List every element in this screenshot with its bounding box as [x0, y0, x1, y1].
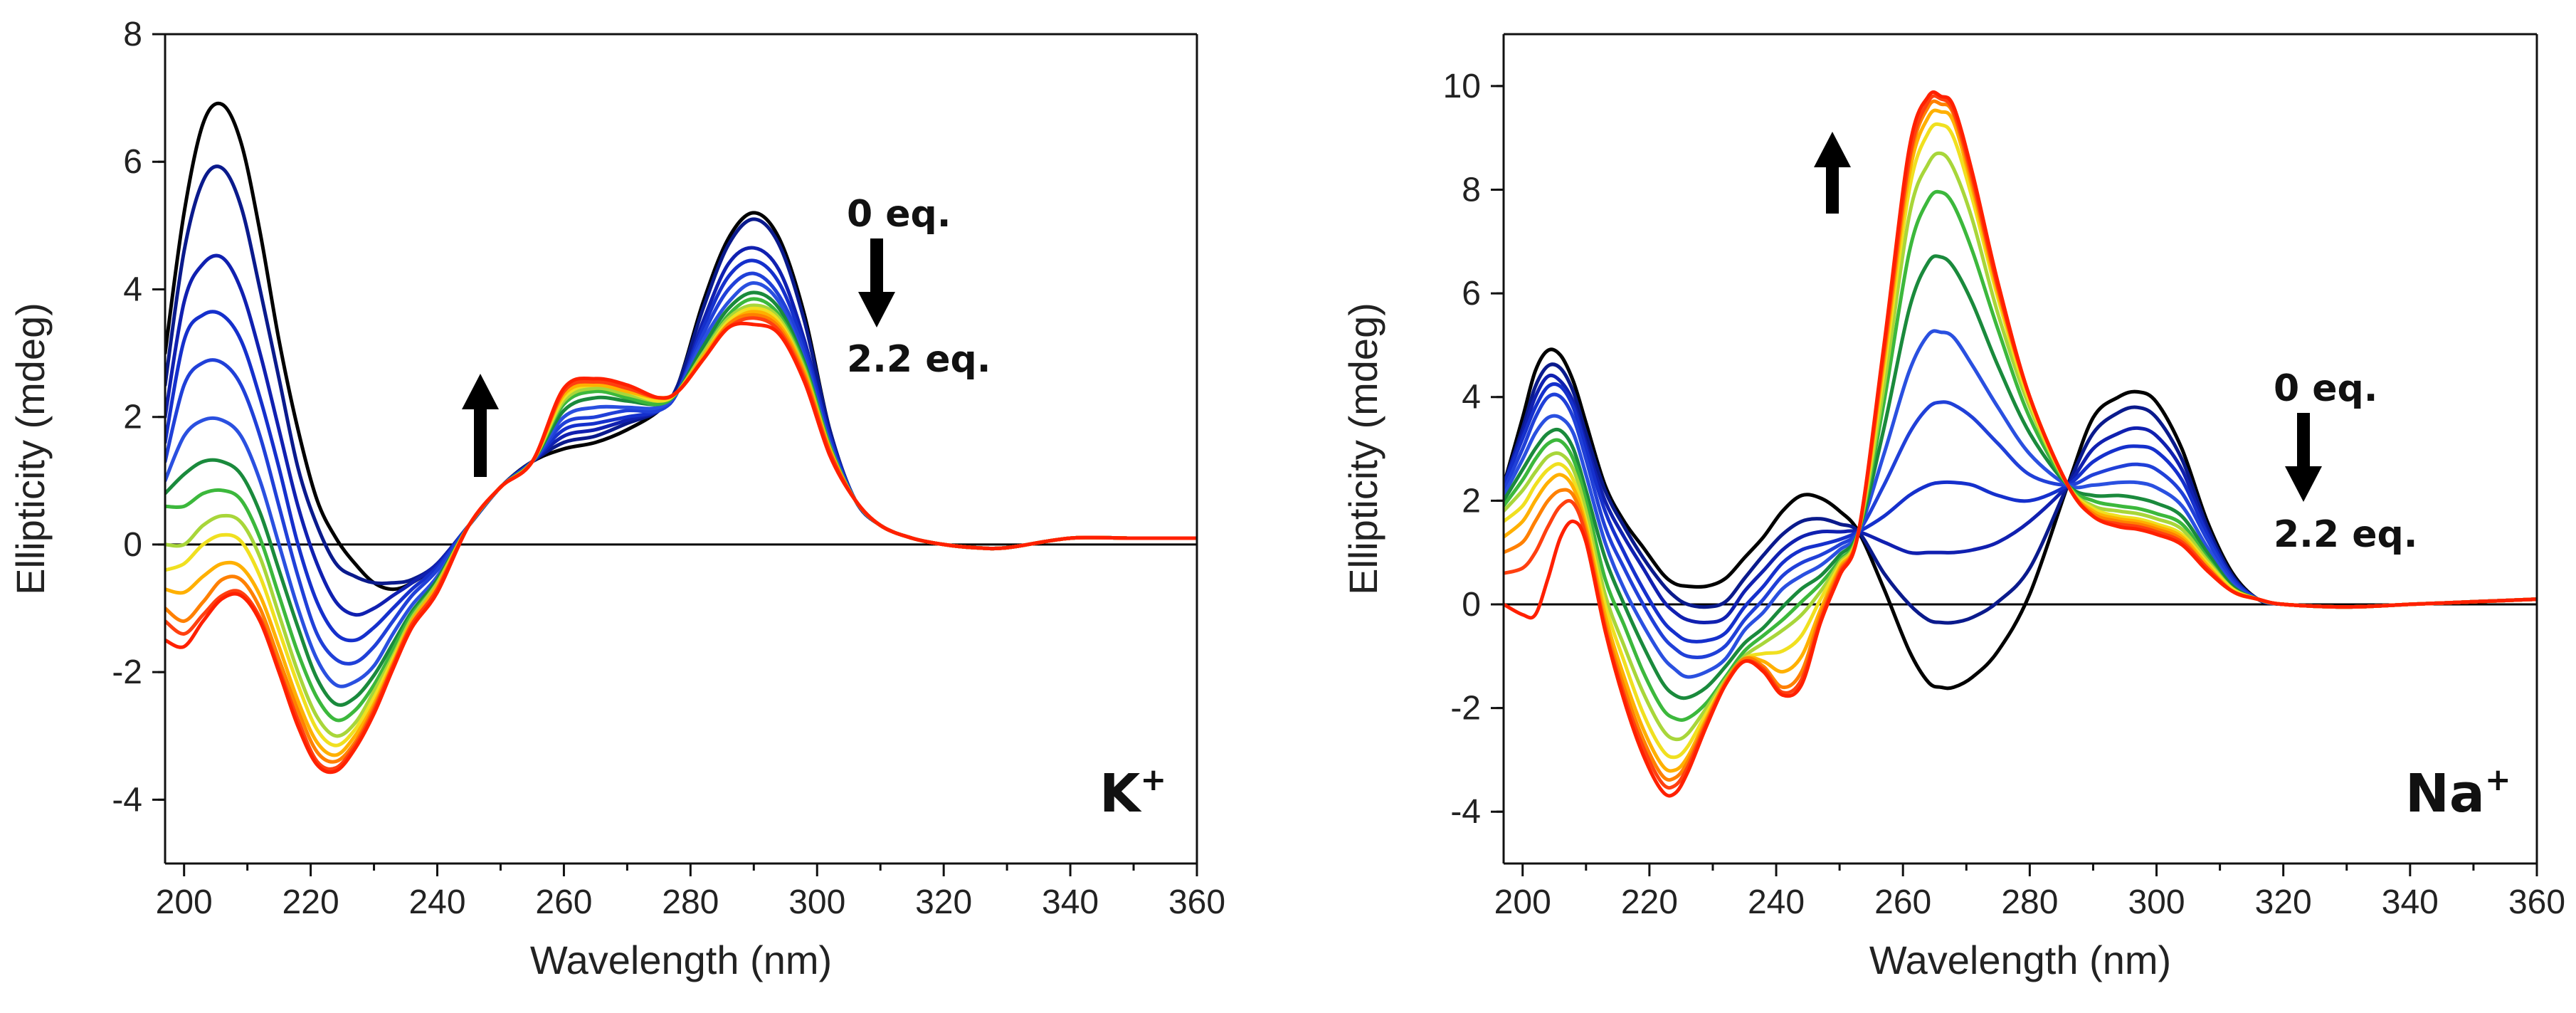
y-tick-label: 4 — [1462, 379, 1481, 416]
x-tick-label: 320 — [915, 883, 972, 921]
panel-na-plus: 200 220 240 260 280 300 320 340 360 -4 -2 0 2 4 6 8 10 Wa… — [1341, 33, 2565, 982]
x-tick-label: 220 — [283, 883, 339, 921]
y-axis-title: Ellipticity (mdeg) — [8, 303, 53, 595]
y-tick-label: 10 — [1443, 68, 1481, 105]
series-group — [165, 101, 1197, 775]
up-arrow-icon — [462, 374, 499, 409]
x-tick-label: 240 — [1748, 883, 1805, 921]
x-tick-label: 280 — [662, 883, 719, 921]
series-line — [165, 321, 1197, 775]
y-axis-title: Ellipticity (mdeg) — [1341, 303, 1385, 595]
x-tick-label: 220 — [1621, 883, 1678, 921]
x-tick-label: 360 — [1168, 883, 1225, 921]
up-arrow-icon — [1814, 132, 1851, 167]
series-line — [1504, 392, 2537, 659]
x-tick-label: 300 — [788, 883, 845, 921]
x-tick-label: 340 — [2382, 883, 2439, 921]
series-group — [1504, 90, 2537, 798]
y-tick-label: 2 — [123, 399, 142, 436]
x-axis-title: Wavelength (nm) — [1869, 938, 2171, 982]
y-tick-label: 0 — [1462, 586, 1481, 624]
x-axis-title: Wavelength (nm) — [530, 938, 832, 982]
y-tick-label: -2 — [1450, 690, 1481, 728]
series-line — [1504, 382, 2537, 644]
y-tick-label: 6 — [123, 143, 142, 181]
x-tick-label: 280 — [2001, 883, 2058, 921]
x-tick-label: 240 — [408, 883, 465, 921]
panel-k-plus: 200 220 240 260 280 300 320 340 360 -4 -2 0 2 4 6 8 Wave… — [8, 16, 1225, 982]
annotation-start: 0 eq. — [2274, 367, 2378, 410]
y-tick-label: 4 — [123, 271, 142, 308]
series-line — [1504, 90, 2537, 798]
x-tick-label: 320 — [2255, 883, 2312, 921]
ion-charge: + — [2485, 762, 2511, 798]
series-line — [1504, 347, 2537, 691]
ion-symbol: Na — [2405, 763, 2485, 824]
y-tick-label: -2 — [112, 654, 142, 691]
y-tick-label: 6 — [1462, 275, 1481, 313]
ion-charge: + — [1140, 762, 1166, 798]
series-line — [1504, 329, 2537, 679]
x-tick-label: 200 — [1494, 883, 1551, 921]
annotation-end: 2.2 eq. — [847, 338, 991, 381]
down-arrow-icon — [858, 292, 895, 327]
y-tick-label: 8 — [1462, 171, 1481, 209]
y-tick-label: -4 — [112, 781, 142, 819]
x-tick-label: 360 — [2508, 883, 2565, 921]
x-tick-label: 340 — [1042, 883, 1099, 921]
x-tick-label: 300 — [2128, 883, 2185, 921]
y-tick-label: 8 — [123, 16, 142, 53]
annotation-start: 0 eq. — [847, 193, 951, 236]
x-tick-label: 260 — [1874, 883, 1931, 921]
x-tick-label: 260 — [535, 883, 592, 921]
ion-symbol: K — [1099, 763, 1142, 824]
y-tick-label: -4 — [1450, 793, 1481, 831]
x-tick-label: 200 — [156, 883, 213, 921]
down-arrow-icon — [2285, 466, 2322, 502]
y-tick-label: 0 — [123, 526, 142, 564]
y-tick-label: 2 — [1462, 482, 1481, 520]
series-line — [1504, 254, 2537, 700]
ion-label: Na+ — [2405, 762, 2511, 824]
ion-label: K+ — [1099, 762, 1166, 824]
series-line — [1504, 362, 2537, 625]
annotation-end: 2.2 eq. — [2274, 513, 2417, 556]
